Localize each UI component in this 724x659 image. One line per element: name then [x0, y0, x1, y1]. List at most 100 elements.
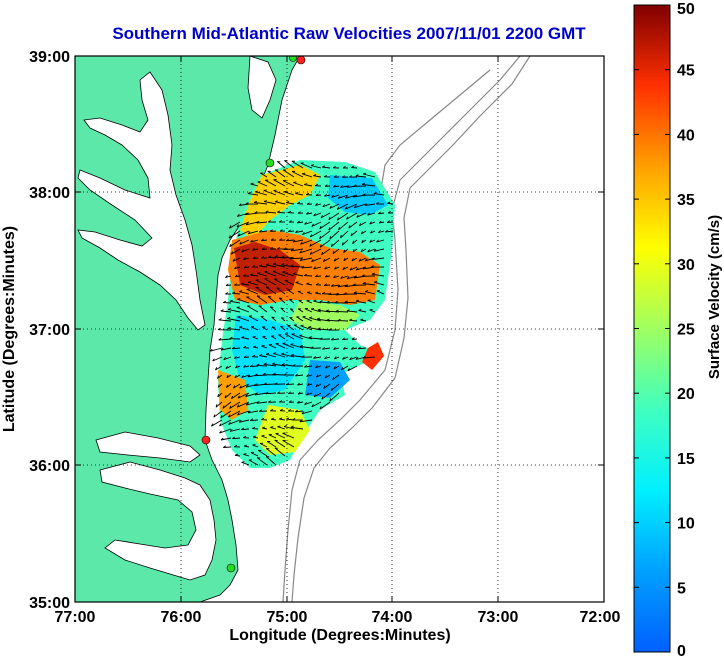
velocity-arrow: [346, 212, 358, 220]
velocity-arrow: [282, 180, 295, 187]
north-station-marker-2[interactable]: [289, 55, 297, 62]
velocity-arrowhead: [229, 336, 233, 340]
velocity-arrow: [358, 257, 367, 262]
velocity-arrowhead: [248, 281, 252, 283]
velocity-arrowhead: [247, 374, 251, 378]
velocity-arrow: [265, 286, 277, 295]
velocity-arrow: [362, 173, 376, 178]
velocity-arrow: [224, 392, 232, 399]
velocity-arrow: [290, 248, 304, 252]
velocity-arrowhead: [333, 366, 336, 370]
velocity-arrow: [272, 374, 286, 376]
velocity-arrowhead: [239, 385, 242, 389]
x-axis-label: Longitude (Degrees:Minutes): [229, 627, 450, 644]
x-tick-label: 73:00: [478, 609, 519, 626]
velocity-arrowhead: [215, 367, 218, 371]
velocity-arrowhead: [342, 346, 346, 350]
velocity-arrowhead: [250, 273, 254, 276]
velocity-arrow: [266, 448, 277, 457]
velocity-arrowhead: [250, 418, 254, 421]
velocity-arrow: [241, 248, 250, 253]
velocity-arrowhead: [308, 336, 312, 339]
velocity-arrowhead: [311, 259, 314, 262]
velocity-arrow: [306, 212, 313, 215]
velocity-arrow: [354, 203, 367, 209]
velocity-arrow: [256, 272, 268, 277]
velocity-arrowhead: [341, 242, 344, 246]
velocity-arrowhead: [219, 430, 222, 434]
velocity-arrow: [261, 345, 268, 349]
virginia-beach-station-marker[interactable]: [201, 435, 211, 445]
velocity-arrowhead: [226, 374, 229, 378]
north-station-marker[interactable]: [296, 56, 306, 65]
velocity-arrowhead: [352, 283, 356, 286]
velocity-arrow: [248, 281, 259, 286]
velocity-arrowhead: [286, 201, 290, 204]
velocity-arrowhead: [250, 239, 253, 243]
delmarva-station-marker[interactable]: [265, 158, 275, 168]
velocity-arrowhead: [323, 385, 326, 389]
velocity-arrowhead: [319, 235, 322, 239]
velocity-arrow: [293, 324, 304, 331]
velocity-arrowhead: [230, 395, 234, 399]
velocity-arrow: [304, 184, 313, 187]
velocity-arrow: [342, 338, 349, 341]
velocity-arrow: [228, 419, 241, 425]
colorbar-tick-label: 25: [677, 322, 695, 339]
velocity-arrow: [225, 365, 232, 370]
velocity-arrowhead: [376, 202, 380, 205]
velocity-arrowhead: [299, 258, 303, 261]
velocity-arrowhead: [369, 239, 372, 243]
velocity-arrow: [223, 446, 232, 448]
velocity-arrow: [324, 374, 331, 379]
velocity-arrow: [362, 183, 376, 187]
velocity-arrow: [241, 428, 250, 431]
velocity-arrowhead: [305, 192, 310, 196]
velocity-arrow: [322, 166, 331, 169]
velocity-arrowhead: [288, 220, 292, 223]
velocity-arrow: [264, 278, 277, 286]
velocity-arrow: [268, 344, 277, 349]
velocity-arrow: [292, 239, 304, 243]
velocity-arrow: [360, 230, 367, 235]
outer-banks-station-marker[interactable]: [226, 563, 236, 573]
velocity-arrow: [338, 194, 349, 199]
velocity-arrow: [331, 284, 340, 287]
velocity-arrow: [306, 283, 313, 286]
velocity-arrowhead: [267, 220, 271, 223]
velocity-arrowhead: [313, 174, 317, 177]
velocity-arrow: [289, 257, 304, 260]
velocity-arrow: [228, 230, 241, 239]
velocity-arrow: [313, 266, 322, 270]
velocity-arrowhead: [288, 229, 291, 232]
velocity-arrow: [364, 291, 376, 295]
velocity-arrowhead: [301, 355, 305, 358]
velocity-arrowhead: [244, 212, 248, 216]
velocity-arrowhead: [266, 456, 270, 458]
velocity-arrow: [331, 338, 340, 341]
velocity-arrowhead: [319, 244, 322, 248]
velocity-arrow: [269, 306, 277, 313]
velocity-arrow: [340, 365, 349, 371]
velocity-arrow: [265, 392, 277, 395]
velocity-arrow: [287, 289, 295, 295]
velocity-arrow: [255, 287, 268, 295]
velocity-arrowhead: [344, 195, 348, 199]
velocity-arrowhead: [344, 300, 348, 303]
velocity-arrowhead: [271, 316, 275, 319]
velocity-arrow: [261, 326, 268, 331]
velocity-arrow: [295, 192, 304, 196]
velocity-arrowhead: [212, 358, 215, 362]
velocity-arrowhead: [349, 357, 352, 360]
velocity-arrowhead: [281, 255, 285, 258]
velocity-arrow: [311, 257, 322, 263]
velocity-arrowhead: [241, 461, 245, 463]
velocity-arrowhead: [282, 271, 286, 273]
velocity-arrowhead: [229, 225, 232, 229]
velocity-arrowhead: [350, 232, 353, 237]
velocity-arrow: [371, 273, 385, 277]
velocity-arrow: [274, 201, 286, 205]
velocity-arrowhead: [252, 256, 256, 260]
velocity-arrow: [329, 203, 340, 209]
velocity-arrowhead: [220, 437, 224, 441]
